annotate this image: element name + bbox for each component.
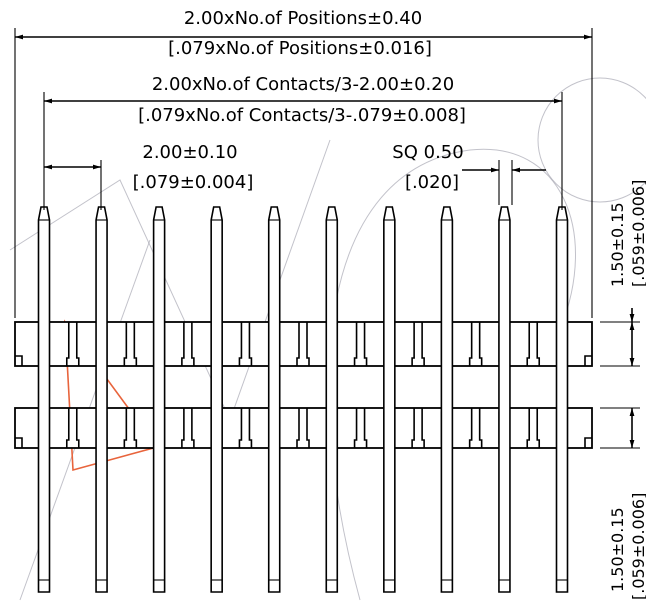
housing-divider: [238, 408, 253, 448]
housing-divider: [526, 322, 541, 366]
pin-sq-dim-in: [.020]: [405, 172, 459, 193]
housing-divider: [65, 408, 80, 448]
housing-divider: [411, 322, 425, 366]
housing-end-notch: [584, 437, 592, 448]
housing-divider: [123, 408, 138, 448]
pitch-dim-mm: 2.00±0.10: [142, 142, 237, 163]
pin: [152, 206, 166, 593]
extension-lines: [14, 28, 640, 449]
housing-divider: [65, 322, 80, 366]
housing-divider: [296, 408, 310, 448]
housing-divider: [411, 408, 425, 448]
housing-end-notch: [584, 355, 592, 366]
pitch-dim-in: [.079±0.004]: [133, 172, 254, 193]
housing-divider: [296, 322, 310, 366]
housing-divider: [123, 322, 138, 366]
pin: [37, 206, 51, 593]
housing-row: [14, 321, 593, 367]
bottom-length-dim-in: [.059±0.006]: [629, 493, 646, 600]
top-length-dim-mm: 1.50±0.15: [608, 202, 627, 287]
overall-dim-mm: 2.00xNo.of Positions±0.40: [184, 8, 422, 29]
pin-sq-dim-mm: SQ 0.50: [392, 142, 463, 163]
housing-divider: [468, 408, 483, 448]
housing-divider: [353, 408, 368, 448]
dimension-lines: [15, 34, 635, 448]
contacts-dim-mm: 2.00xNo.of Contacts/3-2.00±0.20: [152, 74, 454, 95]
housing-divider: [353, 322, 368, 366]
pin: [325, 206, 339, 593]
housing-end-notch: [15, 437, 23, 448]
housing-divider: [181, 408, 195, 448]
pin: [95, 206, 108, 593]
housing-divider: [468, 322, 483, 366]
pin: [383, 206, 396, 593]
housing-divider: [238, 322, 253, 366]
overall-dim-in: [.079xNo.of Positions±0.016]: [168, 38, 432, 59]
housing-end-notch: [15, 355, 23, 366]
housing-divider: [526, 408, 541, 448]
pin: [440, 206, 454, 593]
housing-row: [14, 407, 593, 449]
housing-divider: [181, 322, 195, 366]
pin-array: [37, 206, 569, 593]
pin: [498, 206, 511, 593]
top-length-dim-in: [.059±0.006]: [629, 180, 646, 287]
housing: [14, 321, 593, 449]
pin: [267, 206, 281, 593]
pin: [210, 206, 223, 593]
pin: [555, 206, 569, 593]
bottom-length-dim-mm: 1.50±0.15: [608, 507, 627, 592]
contacts-dim-in: [.079xNo.of Contacts/3-.079±0.008]: [138, 105, 466, 126]
